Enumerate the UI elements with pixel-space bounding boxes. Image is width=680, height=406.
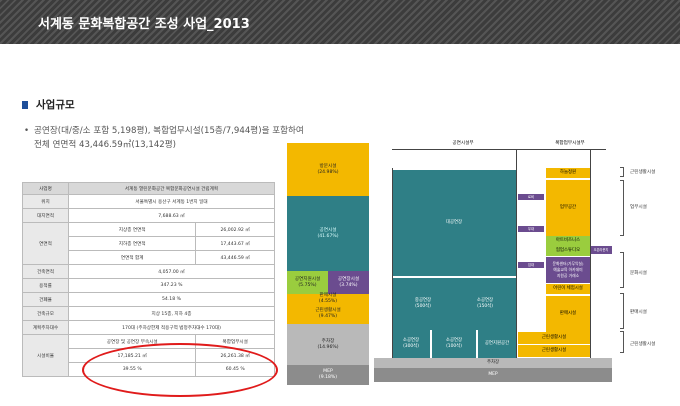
small-hall-2: 소공연장 (100석) [432,330,476,358]
business-block: 아트비즈니스 [546,236,590,246]
summary-bullet: • 공연장(대/중/소 포함 5,198평), 복합업무시설(15층/7,944… [24,124,309,152]
building-section: 공연시설부 복합업무시설부 주차장 MEP 대공연장 중공연장 (500석) 소… [374,130,612,384]
table-cell: 170대 (주차상한제 적용구역 법정주차대수 170대) [68,320,275,335]
biz-title: 복합업무시설부 [555,140,585,146]
side-label: 근린생활시설 [630,170,656,175]
table-row: 계획주차대수 170대 (주차상한제 적용구역 법정주차대수 170대) [22,320,275,335]
stack-block: 공연장시설 (3.74%) [328,271,369,294]
table-cell: 서계동 열린문화공간 복합문화공연시설 건립계획 [68,182,275,195]
table-cell: 연면적 합계 [67,250,197,265]
table-cell: 계획주차대수 [22,320,69,335]
retail-block: 판매시설 [546,296,590,332]
table-cell: 건축면적 [22,264,69,279]
table-row: 지하층 연면적 17,443.67 ㎡ [23,236,275,251]
rental-block: 임대 [518,262,544,268]
large-hall: 대공연장 [392,170,516,276]
section-line [590,150,591,358]
section-line [392,149,606,150]
office-block: 업무공간 [546,180,590,236]
sky-block: 오픈라운지 [590,246,612,254]
table-cell: 347.23 % [68,278,275,293]
summary-text: 공연장(대/중/소 포함 5,198평), 복합업무시설(15층/7,944평)… [34,126,304,150]
title-banner: 서계동 문화복합공간 조성 사업_2013 [0,0,680,44]
table-cell: 시설비율 [22,334,69,377]
bracket [620,252,624,288]
table-row: 건축규모 지상 15층, 지하 4층 [22,306,275,321]
side-label: 문화시설 [630,271,647,276]
table-cell: 17,443.67 ㎡ [195,236,275,251]
bracket [620,331,624,353]
section-line [392,168,393,358]
section-line [516,150,517,358]
table-cell: 지하층 연면적 [67,236,197,251]
section-marker-icon [22,101,28,109]
table-row: 사업명 서계동 열린문화공간 복합문화공연시설 건립계획 [22,182,275,195]
table-row: 연면적 합계 43,446.59 ㎡ [23,250,275,265]
mep-band: MEP [374,368,612,382]
parking-band: 주차장 [374,358,612,368]
table-row: 연면적 지상층 연면적 26,002.92 ㎡ [22,222,275,265]
table-cell: 건폐율 [22,292,69,307]
side-label: 업무시설 [630,205,647,210]
mid-hall-2: 소공연장 (150석) [454,278,516,330]
stack-block: 주차장 (14.96%) [287,324,369,365]
amenity-block-1: 근린생활시설 [518,332,590,344]
table-cell: 대지면적 [22,208,69,223]
table-cell: 26,002.92 ㎡ [195,222,275,237]
table-cell: 지상 15층, 지하 4층 [68,306,275,321]
bullet-icon: • [24,126,30,136]
table-cell: 지상층 연면적 [67,222,197,237]
bracket [620,167,624,177]
amenity-block-2: 근린생활시설 [518,345,590,357]
stack-block: MEP (9.18%) [287,365,369,385]
table-row: 용적률 347.23 % [22,278,275,293]
table-row: 건폐율 54.18 % [22,292,275,307]
bracket [620,293,624,329]
stack-block: 공연시설 (41.67%) [287,196,369,271]
experience-block: 어린이 체험시설 [546,284,590,294]
stack-block: 판매시설 (4.55%) [287,293,369,304]
table-row: 대지면적 7,688.63 ㎡ [22,208,275,223]
stack-block: 근린생활시설 (9.47%) [287,304,369,324]
table-row: 위치 서울특별시 용산구 서계동 1번지 일대 [22,194,275,209]
stack-block: 방문시설 (24.98%) [287,143,369,196]
table-cell: 사업명 [22,182,69,195]
highlight-ellipse [82,343,278,397]
table-cell: 위치 [22,194,69,209]
lobby-block: 로비 [518,194,544,200]
support-space: 공연지원공간 [478,330,516,358]
art-support-block: 협업스튜디오 [546,246,590,256]
table-cell: 43,446.59 ㎡ [195,250,275,265]
bracket [620,180,624,236]
table-cell: 7,688.63 ㎡ [68,208,275,223]
table-cell: 연면적 [22,222,69,265]
page-title: 서계동 문화복합공간 조성 사업_2013 [38,17,250,32]
table-cell: 4,057.00 ㎡ [68,264,275,279]
section-title: 사업규모 [36,99,75,111]
perf-title: 공연시설부 [452,140,474,146]
roof-block: 하늘정원 [546,168,590,178]
table-cell: 54.18 % [68,292,275,307]
table-cell: 서울특별시 용산구 서계동 1번지 일대 [68,194,275,209]
culture-block: 문화센터(가무악실) 예술교육 아카데미 지원공 거래소 [546,257,590,283]
table-cell: 용적률 [22,278,69,293]
stack-block: 공연지원시설 (5.75%) [287,271,328,294]
stage-block: 무대 [518,226,544,232]
small-hall-1: 소공연장 (300석) [392,330,430,358]
table-row: 건축면적 4,057.00 ㎡ [22,264,275,279]
side-label: 근린생활시설 [630,342,656,347]
side-label: 판매시설 [630,310,647,315]
table-cell: 건축규모 [22,306,69,321]
mid-hall: 중공연장 (500석) [392,278,454,330]
